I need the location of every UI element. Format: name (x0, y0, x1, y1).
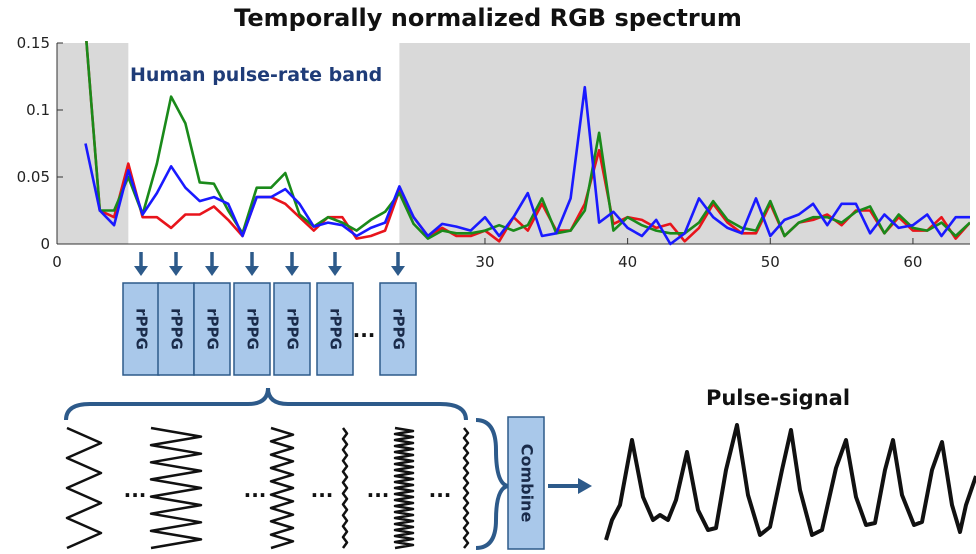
chart-title: Temporally normalized RGB spectrum (234, 4, 742, 32)
rppg-box (316, 282, 354, 376)
combine-label: Combine (518, 444, 537, 523)
y-tick-label: 0 (40, 235, 50, 253)
x-tick-label: 60 (903, 253, 922, 271)
ellipsis: ... (429, 478, 452, 502)
combine-arrow-head (578, 478, 592, 494)
series-line-blue (84, 85, 970, 246)
rppg-label: rPPG (133, 308, 151, 350)
waveform (393, 426, 415, 550)
waveform (269, 426, 295, 550)
waveform (462, 427, 470, 549)
rppg-label: rPPG (284, 308, 302, 350)
right-brace (475, 418, 509, 550)
rppg-box (233, 282, 271, 376)
ellipsis: ... (353, 318, 376, 342)
rppg-box (273, 282, 311, 376)
combine-box (507, 416, 545, 550)
pulse-signal-line (604, 423, 976, 541)
x-tick-label: 30 (475, 253, 494, 271)
arrow-head (391, 266, 405, 276)
ellipsis: ... (124, 478, 147, 502)
arrow-head (285, 266, 299, 276)
rppg-label: rPPG (204, 308, 222, 350)
arrow-head (205, 266, 219, 276)
x-tick-label: 40 (618, 253, 637, 271)
x-tick-label: 50 (761, 253, 780, 271)
arrow-head (245, 266, 259, 276)
waveform (341, 427, 349, 549)
shaded-region (399, 43, 970, 244)
rppg-label: rPPG (327, 308, 345, 350)
ellipsis: ... (311, 478, 334, 502)
arrow-head (134, 266, 148, 276)
ellipsis: ... (367, 478, 390, 502)
upper-brace (64, 387, 468, 421)
arrow-head (328, 266, 342, 276)
waveform (149, 426, 203, 550)
rppg-box (379, 282, 417, 376)
ellipsis: ... (244, 478, 267, 502)
waveform (65, 426, 103, 550)
rppg-box (193, 282, 231, 376)
rppg-row: rPPG rPPG rPPG rPPG rPPG rPPG... rPPG (122, 252, 417, 376)
spectrum-chart: 0 0.05 0.1 0.15 0 30 40 50 60 (17, 34, 970, 271)
rppg-label: rPPG (390, 308, 408, 350)
arrow-head (169, 266, 183, 276)
y-tick-label: 0.05 (17, 168, 50, 186)
rppg-label: rPPG (244, 308, 262, 350)
x-tick-label: 0 (52, 253, 62, 271)
y-tick-label: 0.15 (17, 34, 50, 52)
y-tick-label: 0.1 (26, 101, 50, 119)
rppg-label: rPPG (168, 308, 186, 350)
rppg-box (122, 282, 160, 376)
rppg-box (157, 282, 195, 376)
pulse-title: Pulse-signal (706, 386, 850, 410)
band-label: Human pulse-rate band (130, 64, 382, 86)
waveform-row: ............... (65, 426, 470, 550)
